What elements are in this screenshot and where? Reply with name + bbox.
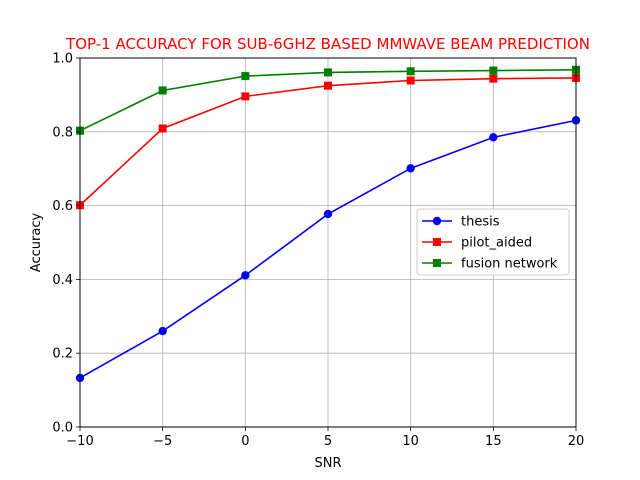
- data-point-thesis: [323, 209, 333, 219]
- data-point-thesis: [158, 326, 167, 336]
- data-point-thesis: [406, 164, 415, 173]
- data-point-thesis: [241, 271, 250, 280]
- data-point-pilot-aided: [158, 124, 167, 133]
- legend-label-thesis: thesis: [461, 215, 500, 230]
- series-layer: [75, 65, 581, 383]
- x-tick-label: −5: [153, 434, 172, 449]
- x-tick-label: 15: [485, 434, 502, 449]
- y-tick-label: 0.2: [52, 347, 73, 362]
- data-point-pilot-aided: [241, 92, 250, 101]
- data-point-pilot-aided: [324, 81, 332, 90]
- x-axis-label: SNR: [314, 456, 341, 471]
- y-tick-label: 0.4: [52, 273, 73, 288]
- legend-label-pilot-aided: pilot_aided: [461, 236, 532, 251]
- data-point-pilot-aided: [406, 76, 415, 85]
- data-point-thesis: [489, 133, 498, 142]
- y-tick-label: 0.0: [52, 421, 73, 436]
- chart-title: TOP-1 ACCURACY FOR SUB-6GHZ BASED MMWAVE…: [65, 35, 590, 53]
- data-point-fusion-network: [406, 67, 415, 76]
- legend-box: [416, 208, 570, 276]
- data-point-fusion-network: [158, 86, 167, 95]
- legend-label-fusion-network: fusion network: [461, 257, 558, 272]
- legend-marker-pilot-aided: [433, 238, 441, 246]
- y-axis-label: Accuracy: [29, 213, 44, 273]
- x-tick-label: 20: [568, 434, 585, 449]
- data-point-pilot-aided: [489, 74, 498, 83]
- x-tick-label: 0: [241, 434, 249, 449]
- x-tick-label: −10: [66, 434, 93, 449]
- x-tick-label: 10: [402, 434, 419, 449]
- legend-marker-thesis: [432, 216, 442, 226]
- y-tick-label: 1.0: [52, 52, 73, 67]
- y-tick-label: 0.6: [52, 199, 73, 214]
- series-thesis: [75, 116, 581, 383]
- data-point-fusion-network: [241, 72, 250, 81]
- axis-ticks: −10 −5 0 5 10 15 20 0.0 0.2 0.4 0.6 0.8 1.0: [52, 52, 584, 450]
- data-point-fusion-network: [489, 66, 498, 75]
- legend-marker-fusion-network: [433, 259, 441, 267]
- data-point-fusion-network: [324, 68, 332, 77]
- y-tick-label: 0.8: [52, 125, 73, 140]
- x-tick-label: 5: [324, 434, 332, 449]
